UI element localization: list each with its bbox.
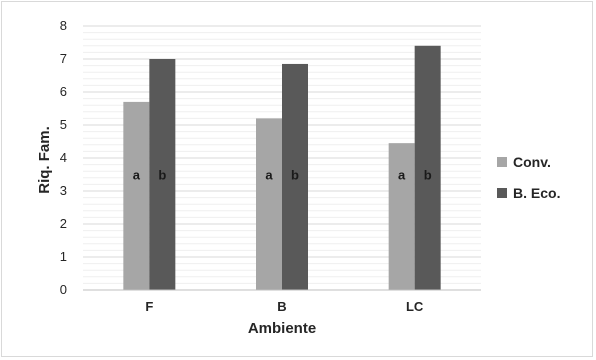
legend-label: B. Eco. [513,185,560,201]
y-axis-title: Riq. Fam. [36,126,53,194]
y-tick-label: 5 [60,117,67,132]
labels: 0 1 2 3 4 5 6 7 8 a b Fa b Ba b LC [60,18,432,314]
legend: Conv. B. Eco. [497,154,560,201]
significance-letter: b [424,168,432,183]
significance-letter: b [158,168,166,183]
legend-label: Conv. [513,154,551,170]
x-tick-label: F [145,299,153,314]
x-axis-title: Ambiente [248,320,316,337]
bar-LC-beco [414,45,441,290]
y-tick-label: 8 [60,18,67,33]
y-tick-label: 1 [60,249,67,264]
legend-swatch [497,157,507,167]
significance-letter: b [291,168,299,183]
bar-F-beco [149,59,176,290]
y-tick-label: 0 [60,282,67,297]
y-tick-label: 6 [60,84,67,99]
bar-B-beco [282,63,308,291]
y-tick-label: 3 [60,183,67,198]
y-tick-label: 2 [60,216,67,231]
bar-F-conv [123,101,150,291]
bars [123,45,441,291]
x-tick-label: LC [406,299,424,314]
y-tick-label: 4 [60,150,67,165]
legend-swatch [497,188,507,198]
y-tick-label: 7 [60,51,67,66]
significance-letter: a [398,168,406,183]
x-tick-label: B [277,299,286,314]
significance-letter: a [265,168,273,183]
bar-LC-conv [388,143,415,290]
bar-B-conv [256,118,282,291]
significance-letter: a [133,168,141,183]
